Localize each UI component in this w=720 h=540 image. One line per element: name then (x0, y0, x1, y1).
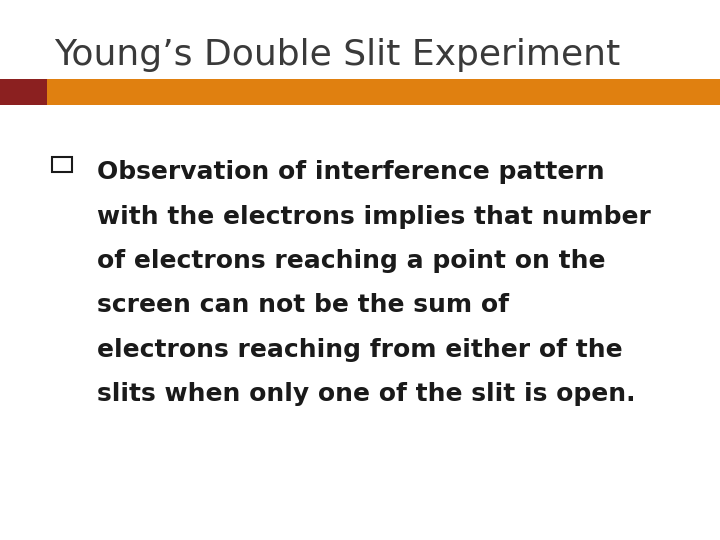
Text: screen can not be the sum of: screen can not be the sum of (97, 293, 509, 317)
Text: with the electrons implies that number: with the electrons implies that number (97, 205, 651, 228)
Text: of electrons reaching a point on the: of electrons reaching a point on the (97, 249, 606, 273)
Text: Observation of interference pattern: Observation of interference pattern (97, 160, 605, 184)
Bar (0, 79, 47, 105)
Text: Young’s Double Slit Experiment: Young’s Double Slit Experiment (54, 38, 620, 72)
Text: electrons reaching from either of the: electrons reaching from either of the (97, 338, 623, 361)
Bar (52, 157, 72, 172)
Bar (47, 79, 720, 105)
Text: slits when only one of the slit is open.: slits when only one of the slit is open. (97, 382, 636, 406)
